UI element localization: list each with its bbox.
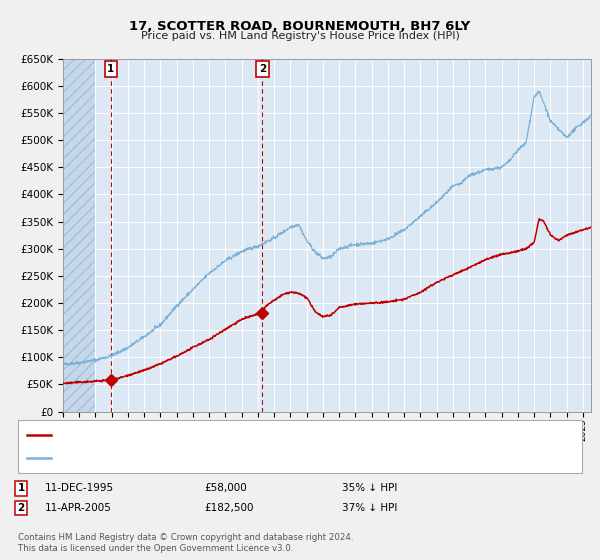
Text: 11-APR-2005: 11-APR-2005 (45, 503, 112, 513)
Text: Contains HM Land Registry data © Crown copyright and database right 2024.
This d: Contains HM Land Registry data © Crown c… (18, 533, 353, 553)
Text: 2: 2 (17, 503, 25, 513)
Text: 17, SCOTTER ROAD, BOURNEMOUTH, BH7 6LY: 17, SCOTTER ROAD, BOURNEMOUTH, BH7 6LY (130, 20, 470, 32)
Text: 11-DEC-1995: 11-DEC-1995 (45, 483, 114, 493)
Text: Price paid vs. HM Land Registry's House Price Index (HPI): Price paid vs. HM Land Registry's House … (140, 31, 460, 41)
Text: 17, SCOTTER ROAD, BOURNEMOUTH, BH7 6LY (detached house): 17, SCOTTER ROAD, BOURNEMOUTH, BH7 6LY (… (55, 430, 376, 440)
Text: £58,000: £58,000 (204, 483, 247, 493)
Text: 1: 1 (17, 483, 25, 493)
Text: £182,500: £182,500 (204, 503, 254, 513)
Bar (63, 59, 95, 412)
Text: 1: 1 (107, 64, 115, 74)
Text: 37% ↓ HPI: 37% ↓ HPI (342, 503, 397, 513)
Text: 35% ↓ HPI: 35% ↓ HPI (342, 483, 397, 493)
Text: 2: 2 (259, 64, 266, 74)
Text: HPI: Average price, detached house, Bournemouth Christchurch and Poole: HPI: Average price, detached house, Bour… (55, 453, 426, 463)
